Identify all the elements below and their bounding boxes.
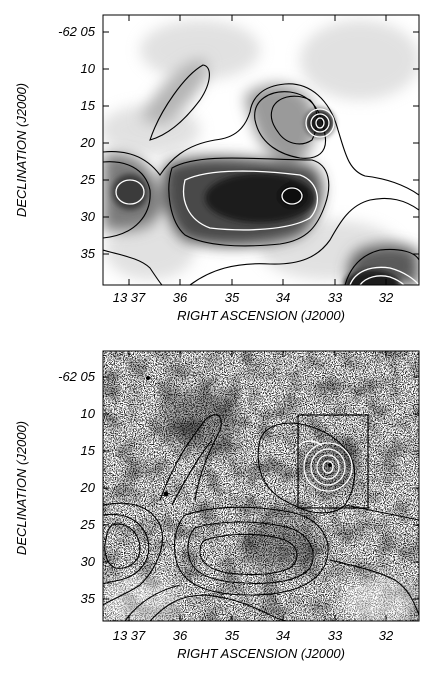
bottom-contours-white [294,440,353,492]
top-y-tick-labels: -62 05 10 15 20 25 30 35 [58,24,96,261]
bottom-frame [102,350,420,622]
bottom-y-tick-label: 25 [80,517,96,532]
top-y-tick-label: 20 [80,135,96,150]
top-x-tick-label: 34 [276,290,290,305]
bottom-x-tick-label: 34 [276,628,290,643]
top-x-tick-label: 13 37 [113,290,146,305]
top-x-tick-label: 32 [379,290,394,305]
top-y-tick-label: 30 [81,209,96,224]
bottom-x-tick-label: 36 [173,628,188,643]
top-y-tick-label: 25 [80,172,96,187]
top-x-tick-label: 35 [225,290,240,305]
top-contours-white [115,108,419,285]
bottom-x-ticks [128,351,387,621]
top-contours-black [103,64,419,285]
bottom-contours-black [103,414,419,621]
bottom-y-tick-label: 35 [81,591,96,606]
bottom-panel: 13 37 36 35 34 33 32 -62 05 10 15 20 25 … [14,350,420,661]
top-y-axis-label: DECLINATION (J2000) [14,83,29,217]
bottom-x-tick-label: 33 [328,628,343,643]
bottom-y-ticks [103,376,419,600]
bottom-x-axis-label: RIGHT ASCENSION (J2000) [177,646,345,661]
bottom-y-tick-label: 10 [81,406,96,421]
bottom-x-tick-label: 13 37 [113,628,146,643]
top-x-tick-labels: 13 37 36 35 34 33 32 [113,290,394,305]
top-x-tick-label: 33 [328,290,343,305]
top-y-tick-label: 10 [81,61,96,76]
bottom-inset-box [297,414,369,509]
top-panel: 13 37 36 35 34 33 32 -62 05 10 15 20 25 … [14,14,420,323]
bottom-y-tick-label: 30 [81,554,96,569]
top-x-tick-label: 36 [173,290,188,305]
bottom-x-tick-label: 35 [225,628,240,643]
top-y-tick-label: 35 [81,246,96,261]
bottom-y-axis-label: DECLINATION (J2000) [14,421,29,555]
bottom-y-tick-label: -62 05 [58,369,96,384]
bottom-x-tick-label: 32 [379,628,394,643]
top-x-ticks [128,15,387,285]
bottom-y-tick-labels: -62 05 10 15 20 25 30 35 [58,369,96,606]
top-x-axis-label: RIGHT ASCENSION (J2000) [177,308,345,323]
top-y-tick-label: 15 [81,98,96,113]
top-y-tick-label: -62 05 [58,24,96,39]
bottom-y-tick-label: 15 [81,443,96,458]
bottom-y-tick-label: 20 [80,480,96,495]
top-frame [102,14,420,286]
bottom-x-tick-labels: 13 37 36 35 34 33 32 [113,628,394,643]
top-y-ticks [103,31,419,255]
